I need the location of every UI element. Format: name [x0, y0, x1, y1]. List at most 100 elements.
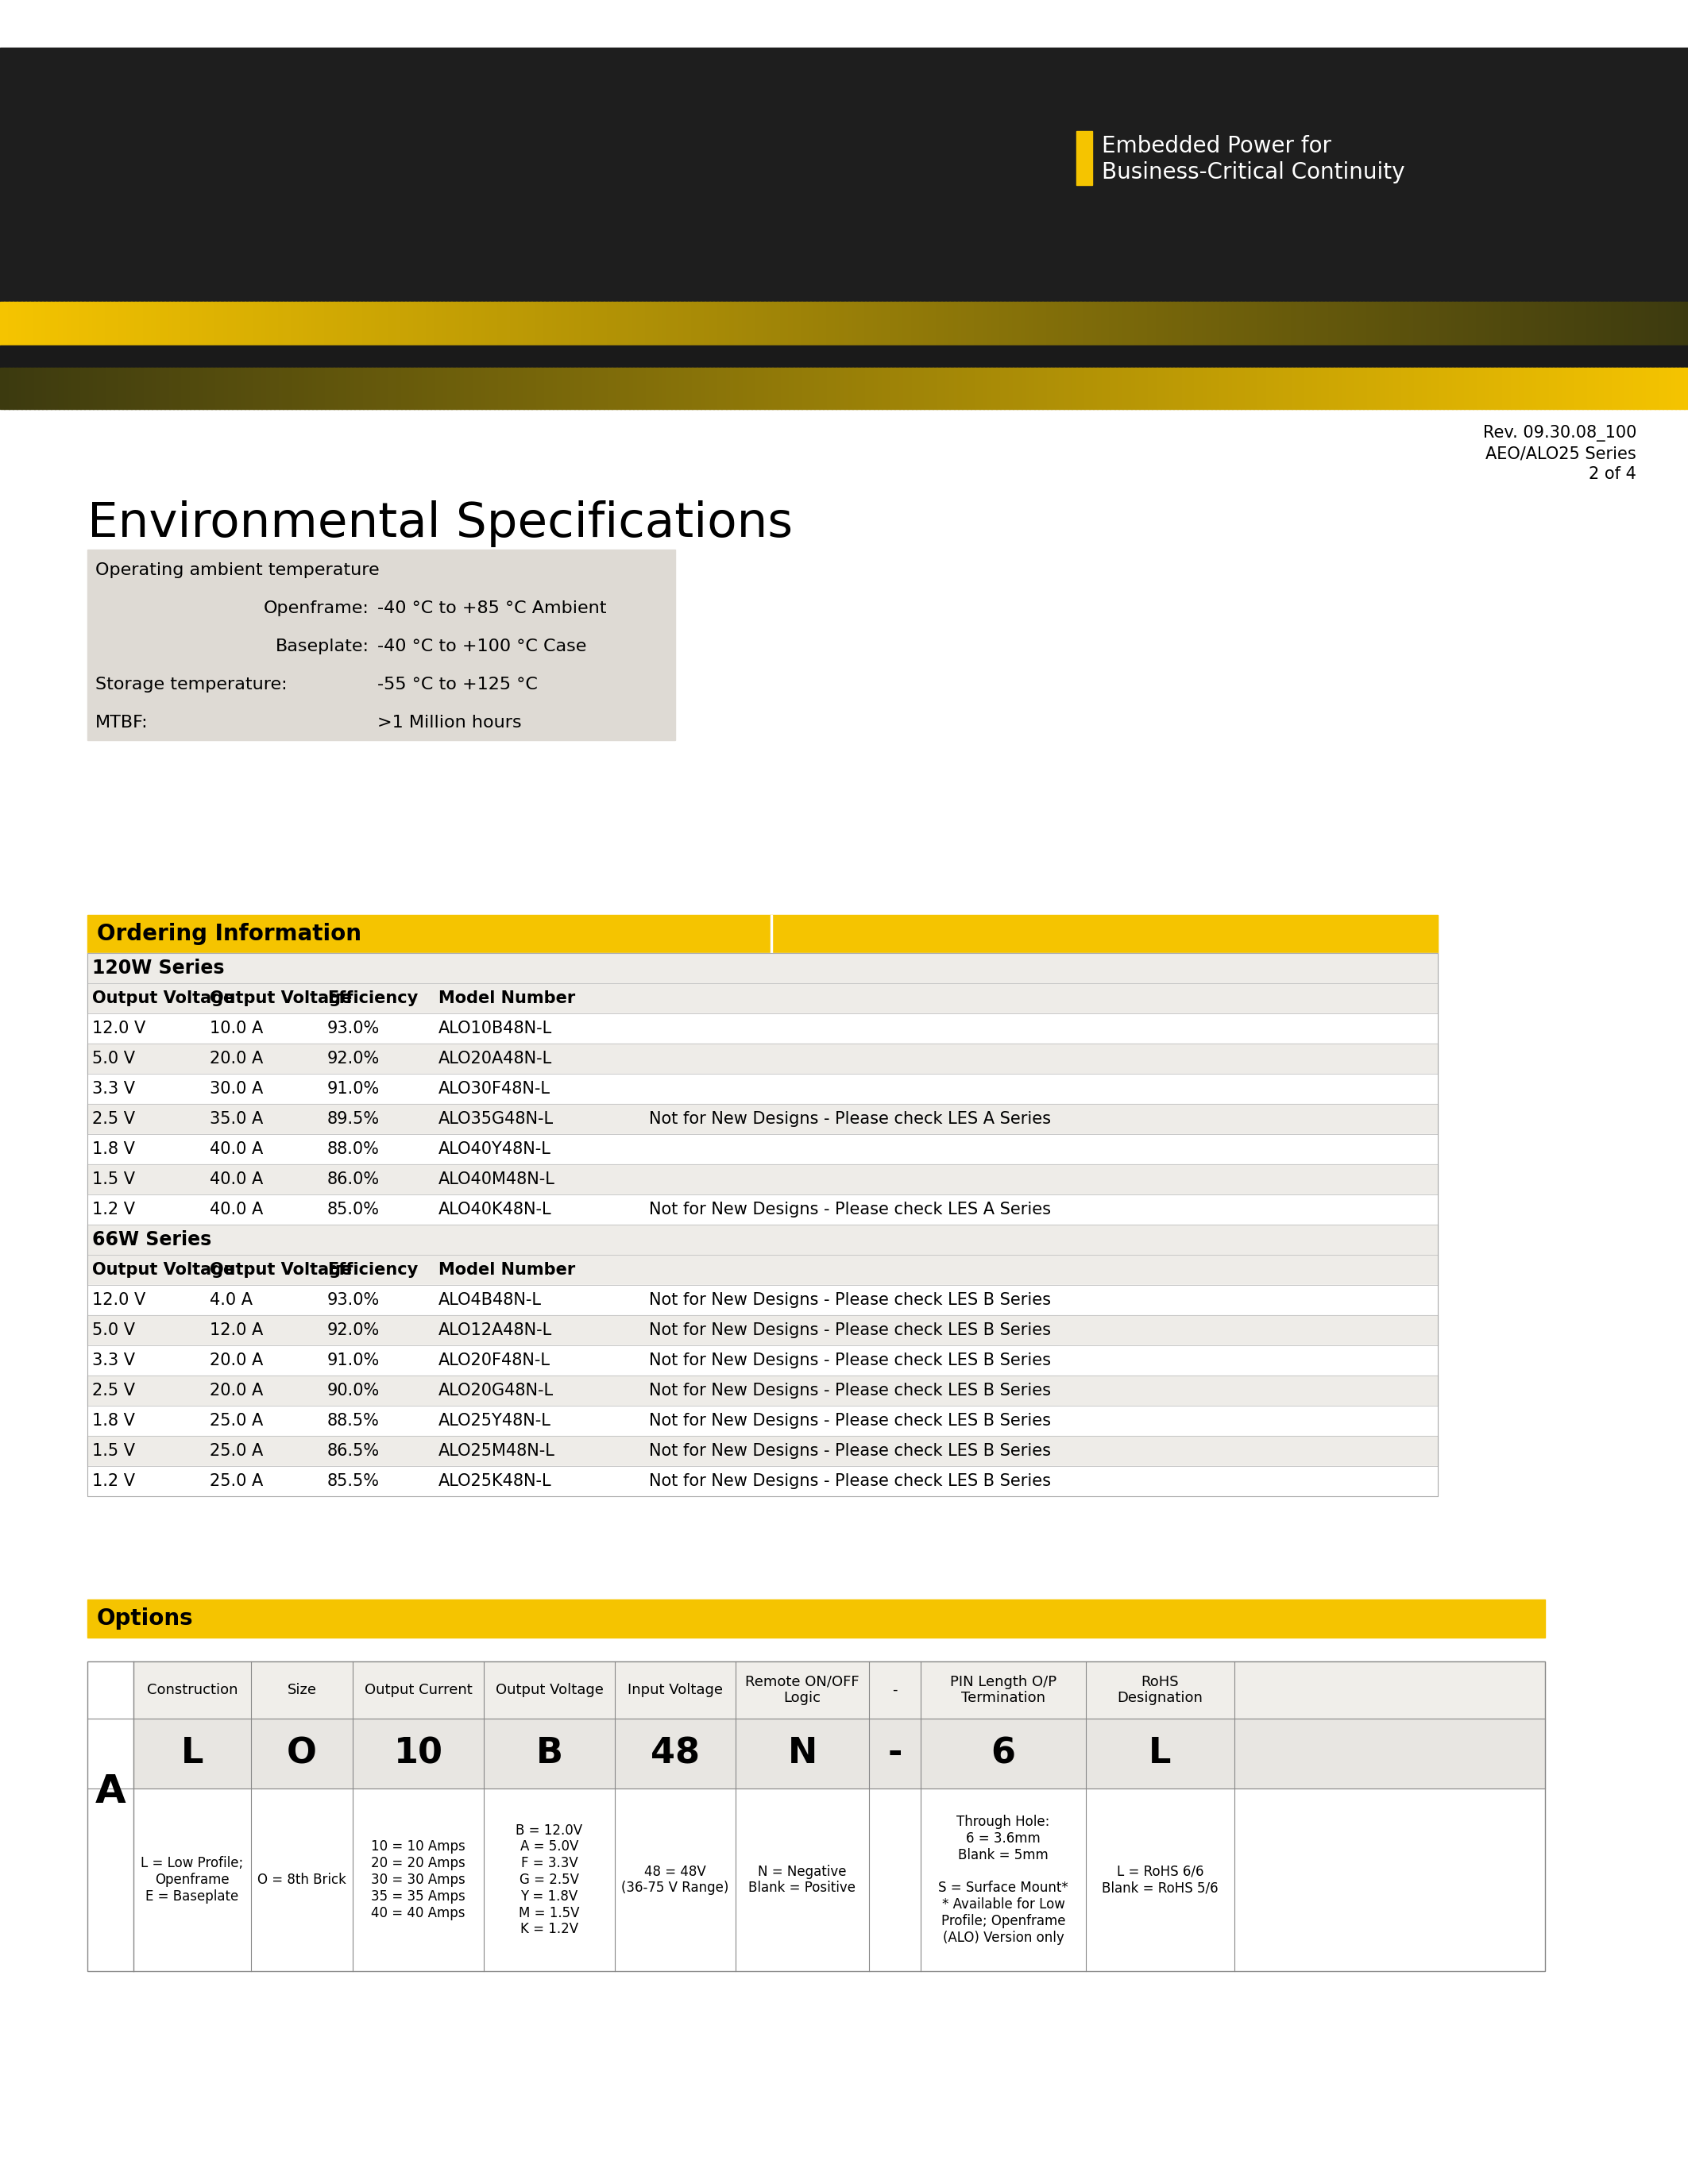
Bar — [1207, 367, 1212, 408]
Bar — [942, 301, 945, 345]
Bar — [1246, 367, 1249, 408]
Text: Model Number: Model Number — [439, 1262, 576, 1278]
Text: 1.5 V: 1.5 V — [93, 1171, 135, 1188]
Bar — [866, 367, 869, 408]
Bar — [616, 301, 621, 345]
Bar — [679, 367, 684, 408]
Bar — [37, 301, 42, 345]
Bar — [300, 301, 304, 345]
Text: 20.0 A: 20.0 A — [209, 1051, 263, 1066]
Bar — [363, 301, 368, 345]
Bar — [1156, 301, 1161, 345]
Bar — [1131, 301, 1136, 345]
Bar — [442, 301, 447, 345]
Bar — [169, 367, 174, 408]
Bar — [692, 301, 697, 345]
Text: -40 °C to +85 °C Ambient: -40 °C to +85 °C Ambient — [378, 601, 606, 616]
Bar — [419, 367, 422, 408]
Bar — [1016, 367, 1021, 408]
Bar — [827, 367, 832, 408]
Bar — [849, 301, 852, 345]
Bar — [1263, 367, 1266, 408]
Text: 35.0 A: 35.0 A — [209, 1112, 263, 1127]
Bar — [88, 1284, 1438, 1315]
Bar — [763, 301, 768, 345]
Bar — [0, 345, 1688, 367]
Text: Not for New Designs - Please check LES B Series: Not for New Designs - Please check LES B… — [648, 1352, 1052, 1369]
Bar — [608, 301, 613, 345]
Bar — [1350, 367, 1355, 408]
Bar — [611, 301, 616, 345]
Bar — [1573, 367, 1578, 408]
Text: 12.0 V: 12.0 V — [93, 1293, 145, 1308]
Bar — [1634, 301, 1637, 345]
Bar — [88, 550, 675, 740]
Bar — [756, 367, 760, 408]
Bar — [1663, 301, 1668, 345]
Bar — [1224, 367, 1229, 408]
Bar — [388, 301, 393, 345]
Bar — [591, 367, 596, 408]
Bar — [267, 301, 270, 345]
Bar — [743, 367, 748, 408]
Bar — [1047, 367, 1052, 408]
Bar — [1431, 367, 1435, 408]
Text: Remote ON/OFF
Logic: Remote ON/OFF Logic — [746, 1675, 859, 1706]
Bar — [1236, 301, 1241, 345]
Bar — [317, 367, 321, 408]
Bar — [701, 367, 706, 408]
Bar — [368, 367, 371, 408]
Text: ALO35G48N-L: ALO35G48N-L — [439, 1112, 554, 1127]
Bar — [616, 367, 621, 408]
Bar — [312, 301, 317, 345]
Text: Size: Size — [287, 1684, 317, 1697]
Bar — [706, 367, 709, 408]
Bar — [819, 367, 824, 408]
Bar — [354, 367, 360, 408]
Bar — [1604, 301, 1609, 345]
Text: -40 °C to +100 °C Case: -40 °C to +100 °C Case — [378, 640, 586, 655]
Bar — [1168, 367, 1173, 408]
Bar — [1168, 301, 1173, 345]
Bar — [1004, 367, 1009, 408]
Text: B = 12.0V
A = 5.0V
F = 3.3V
G = 2.5V
Y = 1.8V
M = 1.5V
K = 1.2V: B = 12.0V A = 5.0V F = 3.3V G = 2.5V Y =… — [517, 1824, 582, 1937]
Bar — [802, 367, 807, 408]
Text: 2.5 V: 2.5 V — [93, 1382, 135, 1398]
Bar — [1561, 301, 1566, 345]
Bar — [1494, 367, 1499, 408]
Bar — [1624, 301, 1629, 345]
Bar — [611, 367, 616, 408]
Text: 25.0 A: 25.0 A — [209, 1444, 263, 1459]
Bar — [1384, 301, 1389, 345]
Bar — [1465, 367, 1469, 408]
Bar — [908, 367, 912, 408]
Bar — [1583, 301, 1587, 345]
Bar — [338, 301, 343, 345]
Bar — [138, 367, 143, 408]
Bar — [993, 367, 996, 408]
Bar — [351, 301, 354, 345]
Bar — [1258, 301, 1263, 345]
Bar — [1455, 367, 1460, 408]
Text: Not for New Designs - Please check LES B Series: Not for New Designs - Please check LES B… — [648, 1413, 1052, 1428]
Bar — [1629, 367, 1634, 408]
Text: ALO40K48N-L: ALO40K48N-L — [439, 1201, 552, 1216]
Text: 20.0 A: 20.0 A — [209, 1382, 263, 1398]
Text: 10: 10 — [393, 1736, 442, 1771]
Bar — [532, 301, 537, 345]
Text: N: N — [788, 1736, 817, 1771]
Bar — [115, 301, 118, 345]
Bar — [1460, 301, 1465, 345]
Bar — [1080, 301, 1085, 345]
Bar — [273, 367, 279, 408]
Bar — [371, 367, 376, 408]
Bar — [982, 367, 987, 408]
Bar — [1060, 301, 1063, 345]
Bar — [641, 301, 647, 345]
Bar — [722, 367, 726, 408]
Bar — [1511, 367, 1516, 408]
Bar — [498, 301, 503, 345]
Bar — [216, 301, 219, 345]
Bar — [76, 367, 81, 408]
Bar — [746, 301, 751, 345]
